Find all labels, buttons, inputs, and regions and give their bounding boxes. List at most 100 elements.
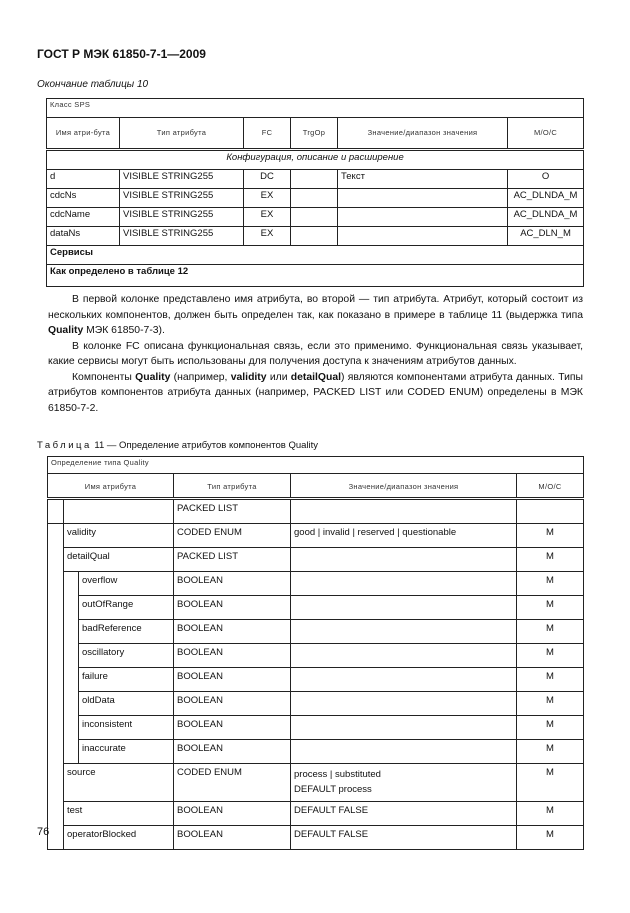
text-run-bold: validity: [230, 371, 267, 383]
table-row: validity CODED ENUM good | invalid | res…: [47, 523, 584, 850]
page-number: 76: [37, 826, 50, 838]
table-continuation-label: Окончание таблицы 10: [37, 79, 149, 90]
table-11: Определение типа Quality Имя атрибута Ти…: [47, 456, 584, 850]
attribute-value: [290, 571, 517, 596]
attribute-moc: M: [516, 801, 584, 826]
attribute-moc: M: [516, 825, 584, 850]
indent-cell: [47, 523, 64, 850]
attribute-moc: M: [516, 523, 584, 548]
text-run: Компоненты: [72, 371, 136, 383]
attribute-name: source: [63, 763, 174, 802]
text-run: МЭК 61850-7-3).: [83, 325, 165, 336]
attribute-name: outOfRange: [78, 595, 174, 620]
attribute-name: test: [63, 801, 174, 826]
attribute-name: oldData: [78, 691, 174, 716]
cell: dataNs: [46, 226, 120, 246]
indent-cell: [63, 571, 79, 764]
cell: VISIBLE STRING255: [119, 226, 244, 246]
cell: VISIBLE STRING255: [119, 169, 244, 189]
cell: cdcNs: [46, 188, 120, 208]
attribute-value: good | invalid | reserved | questionable: [290, 523, 517, 548]
attribute-type: BOOLEAN: [173, 643, 291, 668]
cell: AC_DLNDA_M: [506, 207, 585, 227]
cell: Текст: [337, 169, 508, 189]
text-run: В первой колонке представлено имя атрибу…: [48, 294, 583, 321]
cell: cdcName: [46, 207, 120, 227]
text-run-bold: detailQual: [290, 371, 342, 383]
attribute-moc: M: [516, 691, 584, 716]
column-header: Значение/диапазон значения: [290, 473, 517, 500]
attribute-type: BOOLEAN: [173, 619, 291, 644]
cell: AC_DLN_M: [506, 226, 585, 246]
attribute-type: CODED ENUM: [173, 763, 291, 802]
attribute-type: BOOLEAN: [173, 801, 291, 826]
cell: [290, 207, 338, 227]
cell: [337, 207, 508, 227]
paragraph: В колонке FC описана функциональная связ…: [48, 340, 583, 368]
table-row: test BOOLEAN DEFAULT FALSE M: [48, 801, 584, 826]
attribute-value: [290, 619, 517, 644]
attribute-name: inaccurate: [78, 739, 174, 764]
table-row: cdcName VISIBLE STRING255 EX AC_DLNDA_M: [46, 207, 585, 227]
column-header: Тип атрибута: [173, 473, 291, 500]
attribute-value: [290, 715, 517, 740]
column-header: TrgOp: [290, 117, 338, 151]
attribute-type: CODED ENUM: [173, 523, 291, 548]
attribute-value: DEFAULT FALSE: [290, 801, 517, 826]
attribute-name: failure: [78, 667, 174, 692]
attribute-value: [290, 595, 517, 620]
attribute-type: BOOLEAN: [173, 691, 291, 716]
cell: [290, 169, 338, 189]
cell: [290, 188, 338, 208]
cell: O: [506, 169, 585, 189]
column-header: Имя атрибута: [47, 473, 174, 500]
paragraph: В первой колонке представлено имя атрибу…: [48, 292, 583, 339]
attribute-name: operatorBlocked: [63, 825, 174, 850]
attribute-type: BOOLEAN: [173, 715, 291, 740]
text-run-bold: Quality: [135, 371, 171, 383]
attribute-moc: M: [516, 715, 584, 740]
column-header: M/O/C: [506, 117, 585, 151]
class-label: Класс SPS: [45, 98, 585, 118]
cell: EX: [243, 226, 291, 246]
attribute-name: oscillatory: [78, 643, 174, 668]
table-row: overflow BOOLEAN M: [48, 571, 584, 764]
attribute-moc: M: [516, 571, 584, 596]
attribute-moc: M: [516, 595, 584, 620]
caption-word: Таблица: [37, 440, 92, 451]
attribute-type: BOOLEAN: [173, 739, 291, 764]
cell: PACKED LIST: [173, 498, 291, 524]
value-line: DEFAULT process: [294, 784, 372, 795]
cell: VISIBLE STRING255: [119, 188, 244, 208]
cell: AC_DLNDA_M: [506, 188, 585, 208]
document-title: ГОСТ Р МЭК 61850-7-1—2009: [37, 47, 206, 61]
attribute-name: badReference: [78, 619, 174, 644]
attribute-type: PACKED LIST: [173, 547, 291, 572]
attribute-value: [290, 667, 517, 692]
table-row: oldData BOOLEAN M: [48, 691, 584, 716]
body-text: В первой колонке представлено имя атрибу…: [48, 292, 583, 416]
table-row: d VISIBLE STRING255 DC Текст O: [46, 169, 585, 189]
attribute-moc: M: [516, 643, 584, 668]
attribute-value: [290, 547, 517, 572]
attribute-value: [290, 739, 517, 764]
table-row: source CODED ENUM process | substituted D…: [48, 763, 584, 802]
table-row: outOfRange BOOLEAN M: [48, 595, 584, 620]
column-header: M/O/C: [516, 473, 584, 500]
cell: [63, 498, 174, 524]
attribute-value: DEFAULT FALSE: [290, 825, 517, 850]
attribute-name: overflow: [78, 571, 174, 596]
value-line: process | substituted: [294, 769, 381, 780]
caption-text: 11 — Определение атрибутов компонентов Q…: [91, 440, 319, 451]
attribute-value: process | substituted DEFAULT process: [290, 763, 517, 802]
cell: VISIBLE STRING255: [119, 207, 244, 227]
cell: d: [46, 169, 120, 189]
attribute-type: BOOLEAN: [173, 595, 291, 620]
cell: [337, 188, 508, 208]
table-row: inconsistent BOOLEAN M: [48, 715, 584, 740]
attribute-moc: M: [516, 619, 584, 644]
attribute-type: BOOLEAN: [173, 667, 291, 692]
column-header: Имя атри-бута: [46, 117, 120, 151]
attribute-name: validity: [63, 523, 174, 548]
attribute-moc: M: [516, 739, 584, 764]
